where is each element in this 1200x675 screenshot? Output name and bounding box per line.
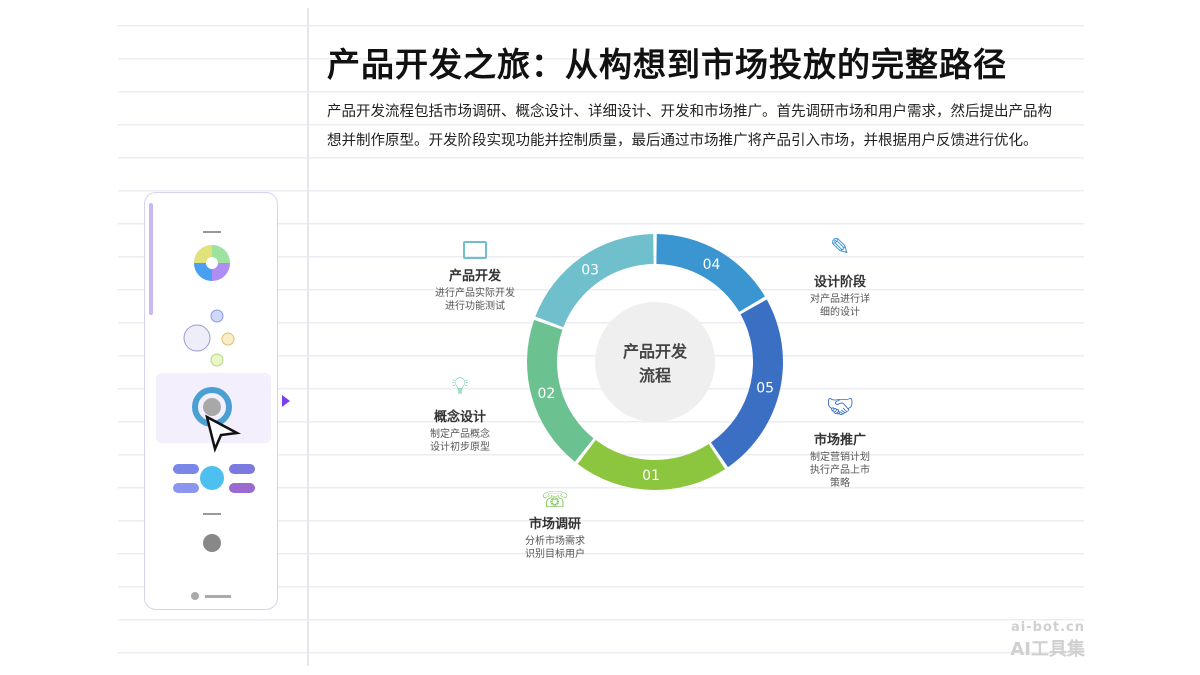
ring-segment-05 [710, 299, 783, 468]
segment-number: 03 [581, 262, 599, 278]
segment-number: 05 [756, 380, 774, 396]
stage-line: 分析市场需求 [525, 536, 585, 547]
handshake-icon: 🤝︎ [826, 395, 854, 420]
stage-line: 制定营销计划 [810, 452, 870, 463]
stage-title: 概念设计 [433, 410, 486, 425]
lightbulb-icon: 💡︎ [451, 372, 469, 400]
stage-line: 进行功能测试 [445, 301, 505, 312]
stage-line: 细的设计 [820, 307, 860, 318]
stage-market-research: ☏ 市场调研 分析市场需求 识别目标用户 [505, 488, 605, 561]
stage-line: 执行产品上市 [810, 465, 870, 476]
stage-line: 对产品进行详 [810, 294, 870, 305]
thumbnail-pills[interactable] [173, 464, 255, 493]
stage-title: 市场推广 [813, 433, 866, 448]
watermark-name: AI工具集 [1010, 639, 1085, 660]
chip-icon [425, 235, 525, 265]
cursor-icon [205, 414, 242, 453]
ring-segment-01 [577, 440, 726, 490]
thumbnail-gear[interactable] [194, 231, 230, 281]
stage-line: 识别目标用户 [525, 549, 585, 560]
stage-concept-design: 💡︎ 概念设计 制定产品概念 设计初步原型 [410, 372, 510, 454]
stage-line: 策略 [830, 478, 850, 489]
page-description: 产品开发流程包括市场调研、概念设计、详细设计、开发和市场推广。首先调研市场和用户… [327, 104, 1052, 149]
margin-line [307, 8, 309, 666]
thumbnail-radial[interactable] [191, 513, 231, 600]
thumbnail-circles[interactable] [183, 309, 235, 367]
stage-line: 制定产品概念 [430, 429, 490, 440]
center-line-1: 产品开发 [622, 342, 687, 361]
stage-line: 设计初步原型 [430, 442, 490, 453]
template-thumbnail-panel[interactable] [144, 192, 278, 610]
phone-clock-icon: ☏ [541, 488, 569, 513]
pencil-ruler-icon: ✎ [829, 233, 851, 261]
stage-line: 进行产品实际开发 [435, 288, 515, 299]
stage-marketing: 🤝︎ 市场推广 制定营销计划 执行产品上市 策略 [790, 395, 890, 490]
segment-number: 01 [642, 468, 660, 484]
page-title: 产品开发之旅：从构想到市场投放的完整路径 [327, 45, 1007, 84]
ring-segment-04 [656, 234, 765, 312]
stage-title: 设计阶段 [813, 275, 866, 290]
template-thumbnails[interactable] [145, 193, 278, 610]
center-line-2: 流程 [638, 366, 671, 385]
scrollbar[interactable] [149, 203, 153, 315]
stage-title: 产品开发 [448, 269, 501, 284]
watermark: ai-bot.cn AI工具集 [930, 620, 1085, 661]
stage-design: ✎ 设计阶段 对产品进行详 细的设计 [790, 233, 890, 319]
center-label: 产品开发 流程 [620, 340, 690, 388]
watermark-url: ai-bot.cn [1011, 620, 1085, 635]
ring-segment-02 [527, 319, 594, 462]
segment-number: 02 [537, 386, 555, 402]
stage-product-development: 产品开发 进行产品实际开发 进行功能测试 [425, 235, 525, 313]
ring-segment-03 [535, 234, 654, 328]
segment-number: 04 [703, 257, 721, 273]
center-circle [595, 302, 715, 422]
expand-arrow-icon[interactable] [282, 395, 290, 407]
stage-title: 市场调研 [528, 517, 581, 532]
